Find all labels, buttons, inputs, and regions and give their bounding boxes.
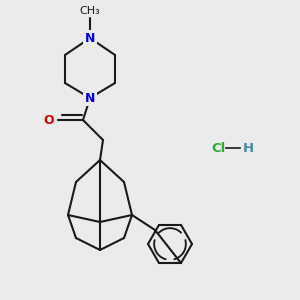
Text: N: N: [85, 92, 95, 104]
Text: N: N: [85, 32, 95, 44]
Text: O: O: [44, 113, 54, 127]
Text: Cl: Cl: [211, 142, 225, 154]
Text: CH₃: CH₃: [80, 6, 100, 16]
Text: H: H: [242, 142, 253, 154]
